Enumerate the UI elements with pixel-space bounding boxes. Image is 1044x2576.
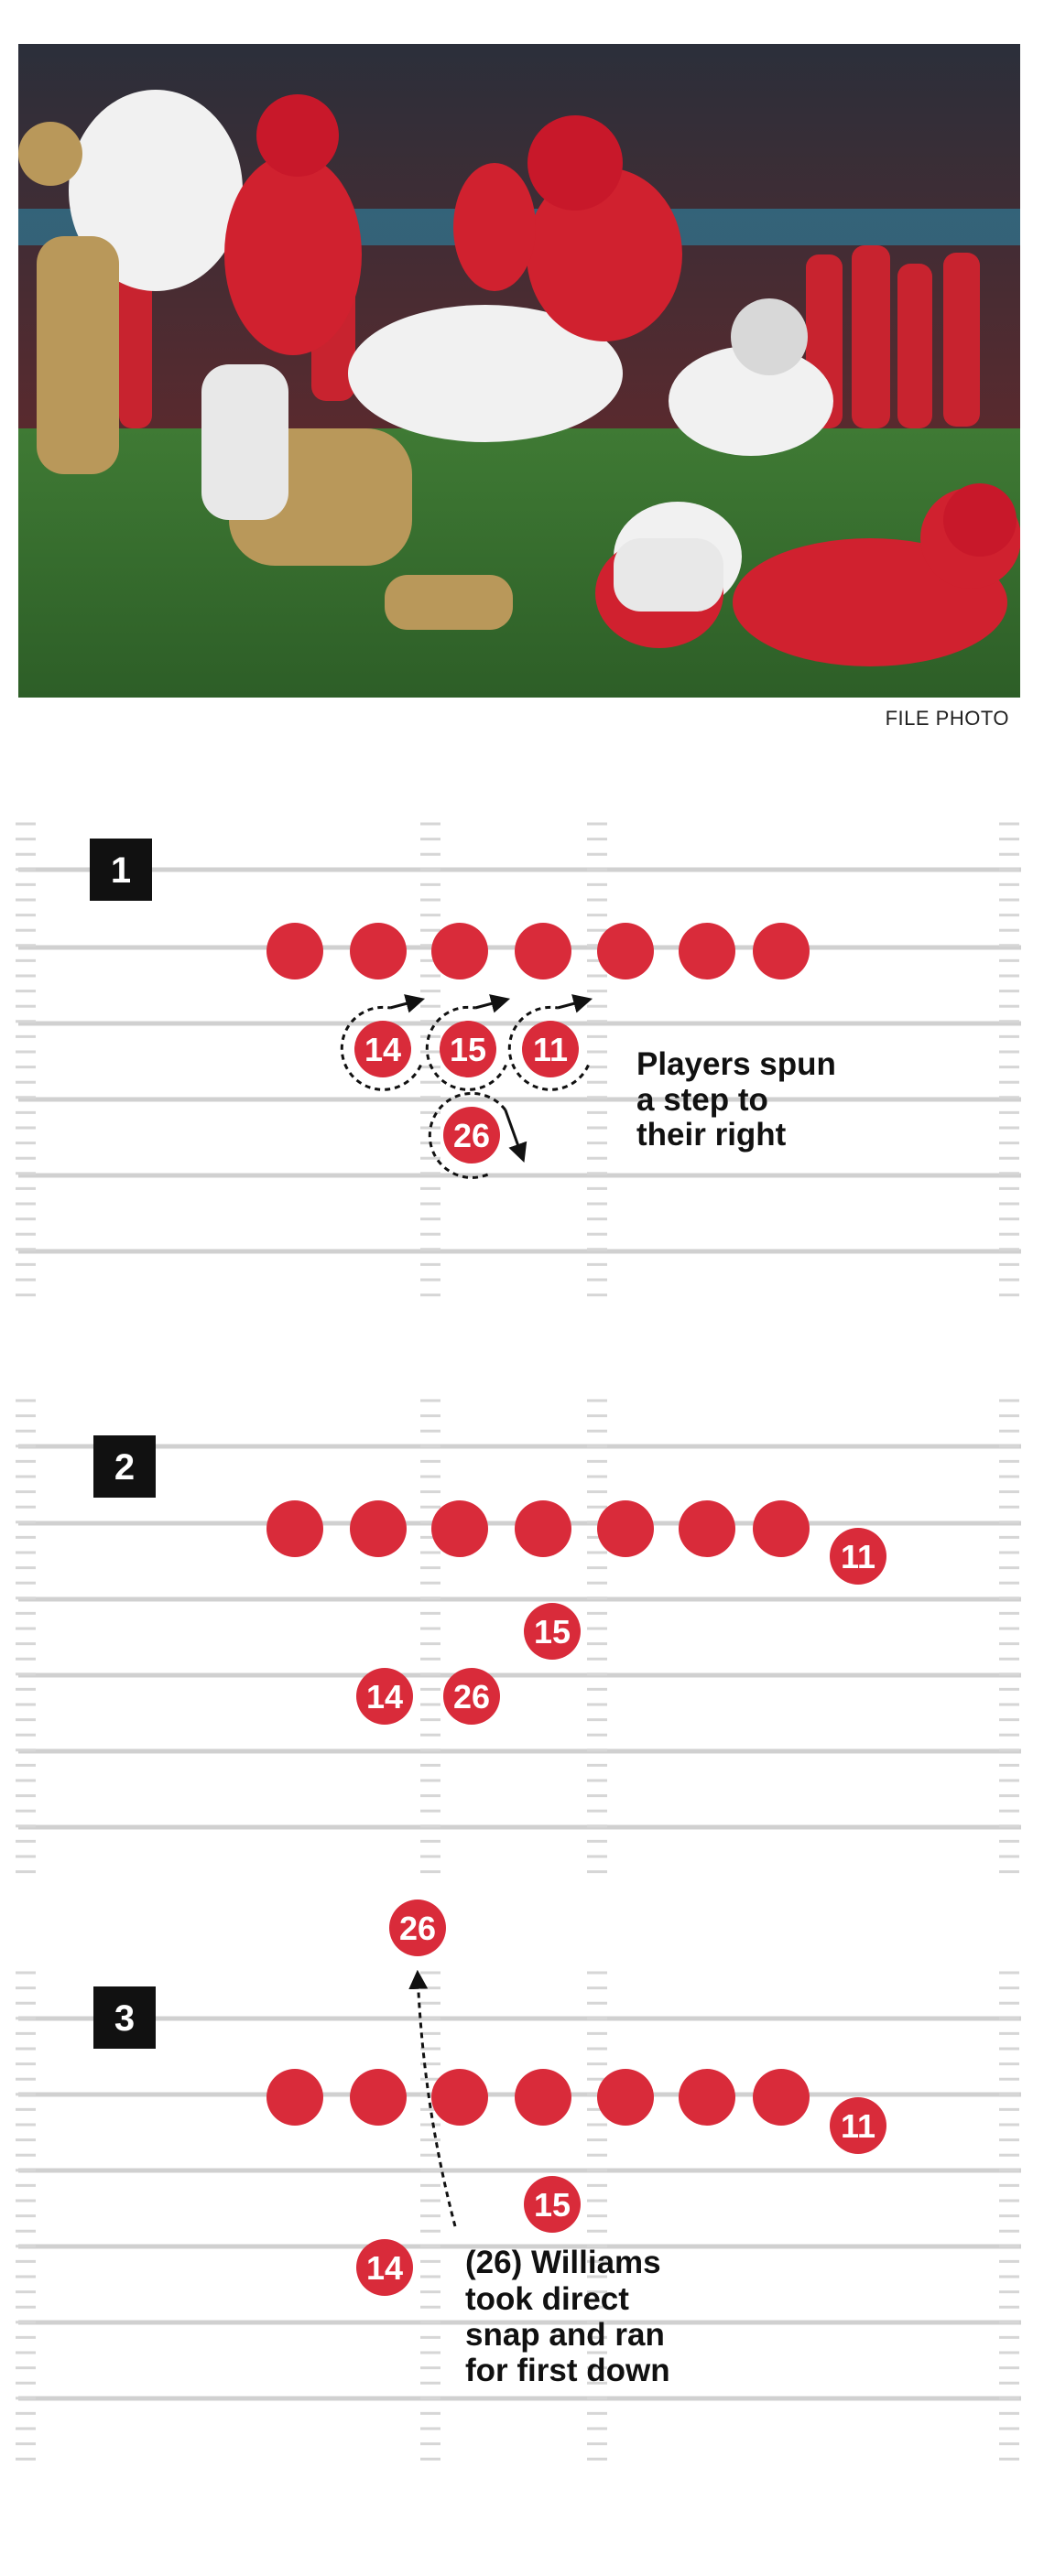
lineman-marker	[597, 923, 654, 980]
field-grid-1	[16, 822, 1021, 1297]
spin-path	[428, 1091, 506, 1179]
lineman-marker	[266, 1500, 323, 1557]
game-photo	[18, 44, 1020, 698]
lineman-marker	[753, 2069, 810, 2126]
lineman-marker	[431, 2069, 488, 2126]
panel-number-label: 2	[114, 1447, 135, 1488]
photo-credit: FILE PHOTO	[885, 707, 1009, 730]
player-11-label: 11	[533, 1031, 568, 1068]
player-15-label: 15	[534, 2186, 571, 2224]
player-15-marker	[524, 1603, 581, 1660]
lineman-marker	[515, 923, 571, 980]
player-11-marker	[830, 1528, 886, 1585]
player-26-marker	[443, 1668, 500, 1725]
panel-caption-line: took direct	[465, 2281, 629, 2317]
panel-2: 2 11 15 14 26	[93, 1435, 886, 1725]
spin-arrow	[557, 994, 593, 1013]
lineman-marker	[753, 1500, 810, 1557]
player-26-label: 26	[399, 1910, 436, 1947]
lineman-marker	[679, 2069, 735, 2126]
panel-number-badge	[93, 1435, 156, 1498]
lineman-marker	[753, 923, 810, 980]
player-15-label: 15	[450, 1031, 486, 1068]
panel-caption-line: (26) Williams	[465, 2245, 661, 2280]
lineman-marker	[431, 923, 488, 980]
player-11-marker	[522, 1021, 579, 1077]
lineman-marker	[515, 1500, 571, 1557]
lineman-marker	[597, 2069, 654, 2126]
lineman-marker	[431, 1500, 488, 1557]
spin-arrow	[389, 994, 426, 1013]
spin-arrow	[504, 1109, 527, 1163]
panel-number-label: 3	[114, 1998, 135, 2039]
panel-caption-line: Players spun	[636, 1046, 836, 1082]
player-14-marker	[356, 2239, 413, 2296]
player-11-label: 11	[841, 1538, 875, 1575]
panel-number-label: 1	[111, 850, 131, 891]
panel-number-badge	[93, 1986, 156, 2049]
panel-caption-line: a step to	[636, 1082, 768, 1118]
player-11-label: 11	[841, 2107, 875, 2145]
lineman-marker	[266, 923, 323, 980]
game-photo-illustration	[18, 44, 1020, 698]
player-26-marker	[389, 1900, 446, 1956]
lineman-marker	[350, 2069, 407, 2126]
player-14-label: 14	[366, 2249, 403, 2287]
lineman-marker	[679, 1500, 735, 1557]
player-26-label: 26	[453, 1117, 490, 1154]
spin-arrow	[474, 994, 511, 1013]
player-11-marker	[830, 2097, 886, 2154]
player-14-label: 14	[366, 1678, 403, 1716]
field-grid-3	[16, 1971, 1021, 2461]
spin-path	[507, 1005, 590, 1091]
player-14-label: 14	[364, 1031, 401, 1068]
panel-number-badge	[90, 839, 152, 901]
run-path-arrow	[408, 1969, 457, 2227]
lineman-marker	[597, 1500, 654, 1557]
player-14-marker	[356, 1668, 413, 1725]
panel-caption-line: snap and ran	[465, 2317, 665, 2353]
player-26-marker	[443, 1107, 500, 1164]
lineman-marker	[350, 923, 407, 980]
spin-path	[425, 1005, 507, 1091]
player-26-label: 26	[453, 1678, 490, 1716]
spin-path	[340, 1005, 422, 1091]
lineman-marker	[515, 2069, 571, 2126]
player-14-marker	[354, 1021, 411, 1077]
lineman-marker	[266, 2069, 323, 2126]
lineman-marker	[679, 923, 735, 980]
panel-caption-line: for first down	[465, 2353, 670, 2388]
field-grid-2	[16, 1399, 1021, 1874]
lineman-marker	[350, 1500, 407, 1557]
player-15-marker	[440, 1021, 496, 1077]
player-15-label: 15	[534, 1613, 571, 1651]
panel-caption-line: their right	[636, 1117, 787, 1153]
player-15-marker	[524, 2176, 581, 2233]
